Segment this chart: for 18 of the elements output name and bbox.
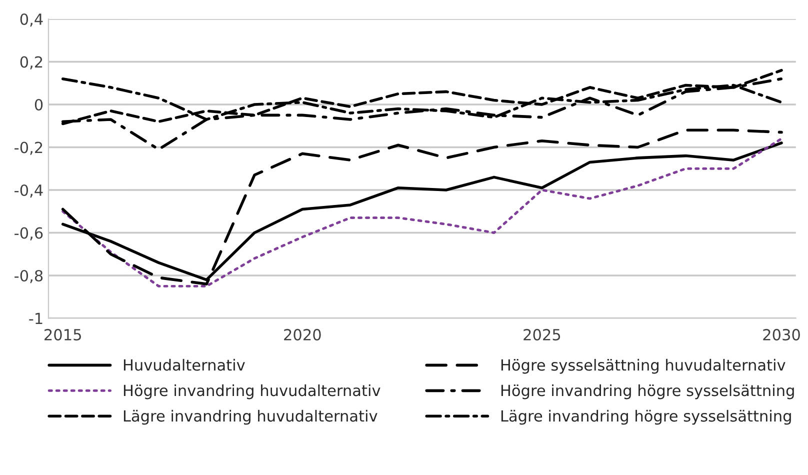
y-tick-label: -0,8 [14,270,43,284]
x-tick-label: 2030 [763,328,800,340]
y-tick-label: -0,2 [14,142,42,155]
y-tick-label: -1 [29,312,42,324]
x-tick-label: 2025 [524,328,560,340]
y-tick-label: -0,6 [14,227,43,240]
legend-label: Lägre invandring huvudalternativ [124,410,378,425]
y-tick-label: 0,4 [20,13,43,27]
y-tick-label: -0,4 [14,184,43,198]
legend-label: Lägre invandring högre sysselsättning [501,410,791,425]
legend-label: Högre invandring högre sysselsättning [501,384,794,400]
legend-label: Högre invandring huvudalternativ [124,384,380,400]
x-tick-label: 2015 [44,328,81,340]
x-tick-label: 2020 [284,328,321,340]
legend-label: Högre sysselsättning huvudalternativ [501,358,786,374]
y-tick-label: 0 [34,98,43,111]
legend-label: Huvudalternativ [124,358,245,371]
y-tick-label: 0,2 [20,56,42,70]
